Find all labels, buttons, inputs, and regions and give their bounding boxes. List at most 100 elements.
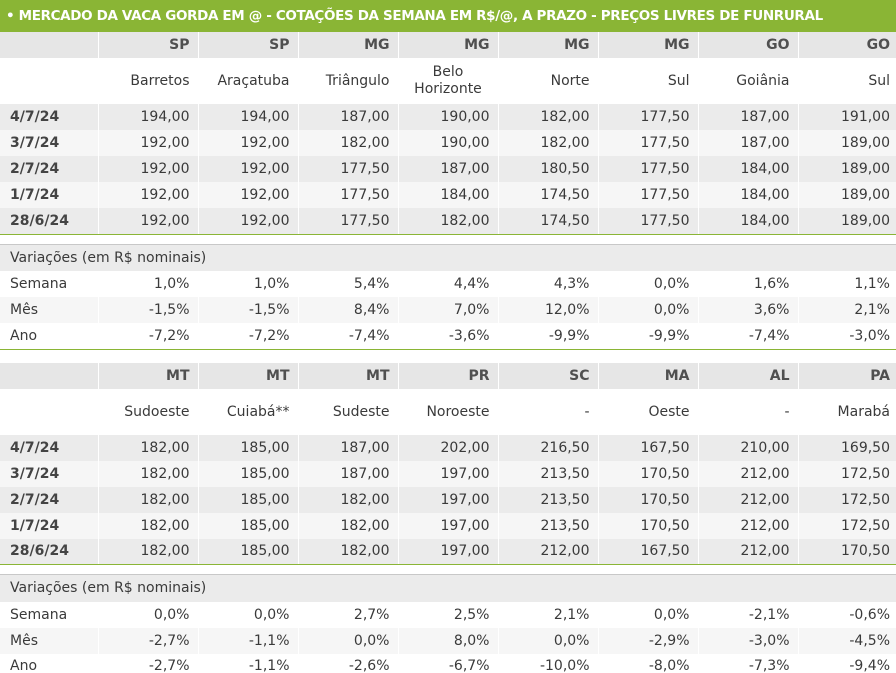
price-cell: 187,00 [397,156,498,182]
variation-cell: 2,1% [797,297,896,323]
price-cell: 210,00 [697,434,798,461]
variation-cell: -2,6% [297,653,398,673]
date-cell: 2/7/24 [0,486,98,513]
city-label: Belo Horizonte [397,58,498,104]
price-cell: 212,00 [697,538,798,565]
variation-cell: 4,4% [397,271,498,297]
state-label: SC [497,362,598,389]
price-cell: 192,00 [97,182,198,208]
variations-header: Variações (em R$ nominais) [0,574,896,602]
variation-cell: 3,6% [697,297,798,323]
variation-cell: 0,0% [297,627,398,654]
variation-row: Semana 1,0% 1,0% 5,4% 4,4% 4,3% 0,0% 1,6% 1,1% [0,271,896,297]
date-cell: 3/7/24 [0,130,98,156]
price-cell: 212,00 [697,512,798,539]
date-cell: 4/7/24 [0,104,98,130]
price-cell: 182,00 [97,538,198,565]
price-cell: 197,00 [397,486,498,513]
city-header-row: Barretos Araçatuba Triângulo Belo Horizonte N… [0,58,896,104]
spacer-cell [0,564,896,575]
state-label: MA [597,362,698,389]
variation-cell: 7,0% [397,297,498,323]
price-cell: 185,00 [197,460,298,487]
price-cell: 197,00 [397,538,498,565]
city-label: Barretos [97,58,198,104]
spacer-row [0,564,896,575]
variation-cell: 12,0% [497,297,598,323]
city-label: Marabá [797,388,896,435]
spacer-row [0,234,896,244]
corner-cell [0,58,98,104]
city-label: Araçatuba [197,58,298,104]
state-label: MT [297,362,398,389]
price-cell: 182,00 [297,486,398,513]
price-cell: 213,50 [497,512,598,539]
price-cell: 177,50 [597,130,698,156]
state-label: AL [697,362,798,389]
variation-cell: -0,6% [797,601,896,628]
variation-cell: 0,0% [97,601,198,628]
variation-label: Semana [0,601,98,628]
variations-header: Variações (em R$ nominais) [0,243,896,271]
price-cell: 170,50 [597,460,698,487]
state-label: MG [297,32,398,58]
variation-row: Ano -7,2% -7,2% -7,4% -3,6% -9,9% -9,9% -7,4% -3… [0,323,896,350]
variation-cell: -7,2% [97,323,198,350]
variations-label: Variações (em R$ nominais) [0,574,896,602]
state-label: PR [397,362,498,389]
state-label: MT [197,362,298,389]
variation-cell: -1,5% [197,297,298,323]
price-cell: 187,00 [697,130,798,156]
variation-cell: 8,4% [297,297,398,323]
price-cell: 187,00 [297,434,398,461]
price-cell: 212,00 [697,460,798,487]
price-cell: 177,50 [597,208,698,235]
variation-cell: 2,5% [397,601,498,628]
variation-cell: 0,0% [597,601,698,628]
price-cell: 180,50 [497,156,598,182]
variation-cell: -3,0% [797,323,896,350]
price-table-1: SP SP MG MG MG MG GO GO Barretos Araçatuba Triângu… [0,32,896,350]
variation-cell: -9,9% [497,323,598,350]
price-cell: 182,00 [97,486,198,513]
city-label: Sudeste [297,388,398,435]
price-cell: 167,50 [597,434,698,461]
price-cell: 177,50 [297,156,398,182]
price-cell: 172,50 [797,512,896,539]
variation-cell: -1,1% [197,653,298,673]
table-row: 28/6/24 192,00 192,00 177,50 182,00 174,50 177… [0,208,896,235]
price-cell: 182,00 [97,434,198,461]
price-cell: 189,00 [797,208,896,235]
price-cell: 194,00 [197,104,298,130]
price-cell: 182,00 [497,130,598,156]
price-cell: 177,50 [597,156,698,182]
price-cell: 170,50 [597,486,698,513]
city-label: Cuiabá** [197,388,298,435]
variation-cell: 5,4% [297,271,398,297]
city-label: Sudoeste [97,388,198,435]
price-cell: 185,00 [197,434,298,461]
city-label: Sul [597,58,698,104]
variation-cell: 1,0% [197,271,298,297]
city-label: Norte [497,58,598,104]
variations-label: Variações (em R$ nominais) [0,243,896,271]
price-cell: 194,00 [97,104,198,130]
date-cell: 28/6/24 [0,208,98,235]
variation-cell: 1,0% [97,271,198,297]
price-cell: 174,50 [497,182,598,208]
price-cell: 192,00 [197,182,298,208]
price-cell: 184,00 [697,182,798,208]
price-cell: 184,00 [397,182,498,208]
variation-cell: -7,4% [697,323,798,350]
price-table-2: MT MT MT PR SC MA AL PA Sudoeste Cuiabá** Sudeste N… [0,362,896,673]
price-cell: 213,50 [497,460,598,487]
price-cell: 189,00 [797,156,896,182]
city-label: Triângulo [297,58,398,104]
variation-cell: 0,0% [597,271,698,297]
state-header-row: MT MT MT PR SC MA AL PA [0,362,896,389]
price-cell: 192,00 [197,130,298,156]
table-row: 2/7/24 192,00 192,00 177,50 187,00 180,50 177,… [0,156,896,182]
price-cell: 187,00 [297,460,398,487]
variation-label: Ano [0,323,98,350]
city-header-row: Sudoeste Cuiabá** Sudeste Noroeste - Oeste - Ma… [0,388,896,435]
